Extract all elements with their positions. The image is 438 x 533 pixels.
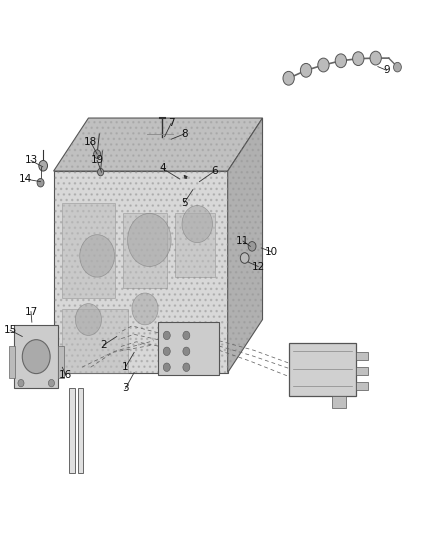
Text: 12: 12 [251, 262, 265, 271]
Text: 6: 6 [212, 166, 218, 176]
Circle shape [353, 52, 364, 66]
Circle shape [18, 379, 24, 387]
Circle shape [318, 58, 329, 72]
Text: 13: 13 [25, 156, 38, 165]
Text: 11: 11 [237, 236, 250, 246]
Circle shape [37, 179, 44, 187]
Circle shape [163, 331, 170, 340]
Text: 3: 3 [122, 383, 129, 393]
Circle shape [335, 54, 346, 68]
Circle shape [132, 293, 158, 325]
Circle shape [183, 347, 190, 356]
Text: 5: 5 [181, 198, 187, 208]
Circle shape [48, 379, 54, 387]
Bar [78, 389, 83, 473]
Bar [356, 352, 368, 360]
Circle shape [183, 331, 190, 340]
Bar [62, 203, 115, 298]
Text: 7: 7 [168, 118, 174, 128]
Bar [123, 214, 167, 288]
Text: 15: 15 [4, 325, 17, 335]
Circle shape [94, 150, 101, 158]
Bar [176, 214, 215, 277]
Circle shape [75, 304, 102, 335]
Circle shape [182, 206, 212, 243]
Polygon shape [228, 118, 262, 373]
Text: 19: 19 [91, 156, 104, 165]
Bar [356, 367, 368, 375]
Bar [69, 389, 74, 473]
Bar [332, 397, 346, 408]
Circle shape [393, 62, 401, 72]
Circle shape [39, 160, 47, 171]
Text: 1: 1 [122, 362, 129, 372]
Text: 17: 17 [25, 306, 38, 317]
Bar [58, 346, 64, 378]
Circle shape [22, 340, 50, 374]
Circle shape [240, 253, 249, 263]
Polygon shape [53, 171, 228, 373]
Circle shape [163, 347, 170, 356]
Circle shape [98, 168, 104, 176]
Circle shape [248, 241, 256, 251]
Text: 16: 16 [59, 370, 72, 380]
Bar [356, 382, 368, 390]
Text: 2: 2 [100, 340, 107, 350]
Bar [14, 325, 58, 389]
Circle shape [127, 214, 171, 266]
Bar [62, 309, 127, 373]
Text: 8: 8 [181, 129, 187, 139]
Circle shape [370, 51, 381, 65]
Text: 14: 14 [19, 174, 32, 184]
Circle shape [163, 363, 170, 372]
Bar [9, 346, 15, 378]
Polygon shape [53, 118, 262, 171]
Bar [158, 322, 219, 375]
Text: 4: 4 [159, 164, 166, 173]
Bar [289, 343, 356, 397]
Text: 9: 9 [383, 66, 390, 75]
Circle shape [283, 71, 294, 85]
Text: 18: 18 [84, 137, 97, 147]
Circle shape [80, 235, 115, 277]
Circle shape [300, 63, 312, 77]
Circle shape [183, 363, 190, 372]
Text: 10: 10 [265, 247, 278, 257]
